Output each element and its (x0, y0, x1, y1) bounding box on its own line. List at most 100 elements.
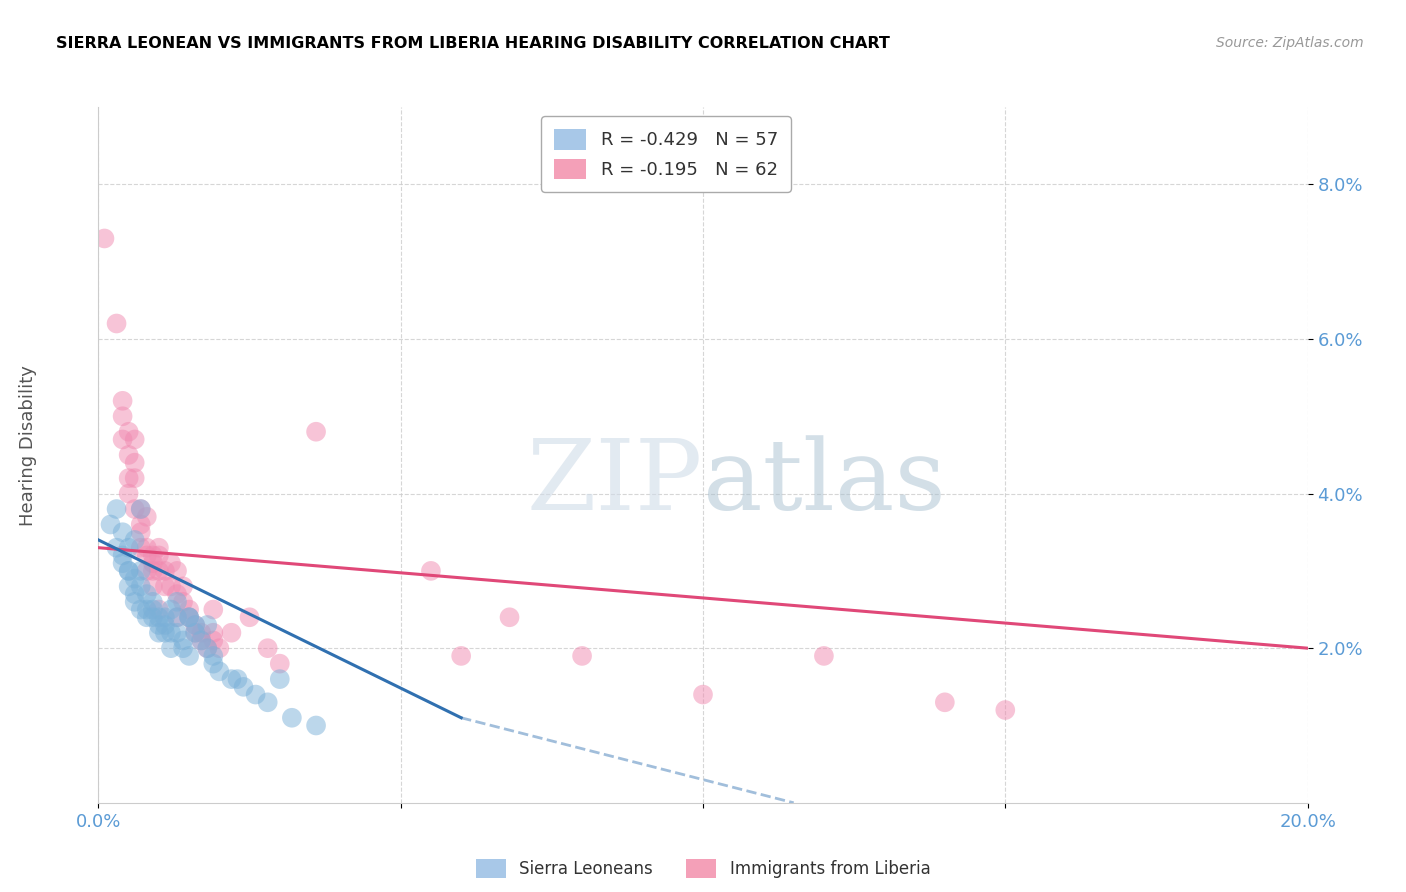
Point (160, 625, 183, 640)
Point (166, 564, 188, 578)
Text: atlas: atlas (703, 435, 946, 531)
Point (124, 587, 146, 601)
Point (111, 433, 134, 447)
Point (166, 587, 188, 601)
Point (129, 564, 152, 578)
Point (148, 602, 170, 616)
Point (135, 541, 157, 555)
Point (813, 648, 835, 663)
Point (172, 641, 194, 656)
Point (184, 618, 207, 632)
Point (153, 564, 176, 578)
Point (142, 564, 165, 578)
Point (142, 595, 165, 609)
Point (232, 680, 254, 694)
Point (142, 549, 165, 563)
Point (135, 564, 157, 578)
Point (135, 509, 157, 524)
Point (221, 672, 243, 686)
Point (177, 610, 201, 624)
Point (239, 610, 262, 624)
Point (190, 633, 212, 648)
Point (190, 633, 212, 648)
Point (118, 564, 141, 578)
Point (142, 579, 165, 593)
Point (129, 525, 152, 540)
Point (190, 625, 212, 640)
Point (184, 625, 207, 640)
Point (226, 672, 249, 686)
Point (184, 625, 207, 640)
Point (148, 564, 170, 578)
Point (124, 456, 146, 470)
Point (269, 672, 291, 686)
Point (124, 471, 146, 485)
Point (129, 579, 152, 593)
Point (135, 602, 157, 616)
Point (208, 665, 231, 679)
Point (195, 641, 218, 656)
Point (100, 517, 122, 532)
Point (118, 425, 141, 439)
Point (202, 648, 225, 663)
Point (153, 579, 176, 593)
Point (142, 610, 165, 624)
Point (419, 564, 441, 578)
Point (129, 541, 152, 555)
Point (450, 648, 472, 663)
Point (118, 564, 141, 578)
Point (172, 579, 194, 593)
Point (160, 579, 183, 593)
Point (142, 602, 165, 616)
Point (166, 610, 188, 624)
Point (129, 502, 152, 516)
Point (153, 625, 176, 640)
Point (153, 610, 176, 624)
Point (118, 448, 141, 462)
Point (148, 618, 170, 632)
Point (692, 688, 714, 702)
Point (129, 502, 152, 516)
Point (571, 648, 593, 663)
Point (148, 549, 170, 563)
Point (129, 517, 152, 532)
Point (202, 657, 225, 671)
Point (111, 556, 134, 570)
Point (93, 231, 115, 245)
Point (118, 579, 141, 593)
Point (305, 718, 328, 732)
Point (172, 633, 194, 648)
Point (148, 610, 170, 624)
Point (160, 556, 183, 570)
Point (111, 549, 134, 563)
Point (105, 502, 128, 516)
Legend: Sierra Leoneans, Immigrants from Liberia: Sierra Leoneans, Immigrants from Liberia (470, 853, 936, 885)
Point (256, 695, 278, 709)
Point (166, 595, 188, 609)
Point (172, 595, 194, 609)
Text: ZIP: ZIP (527, 435, 703, 531)
Point (177, 648, 201, 663)
Point (124, 533, 146, 547)
Text: SIERRA LEONEAN VS IMMIGRANTS FROM LIBERIA HEARING DISABILITY CORRELATION CHART: SIERRA LEONEAN VS IMMIGRANTS FROM LIBERI… (56, 36, 890, 51)
Point (111, 525, 134, 540)
Text: Source: ZipAtlas.com: Source: ZipAtlas.com (1216, 36, 1364, 50)
Point (111, 393, 134, 408)
Point (195, 641, 218, 656)
Point (202, 625, 225, 640)
Point (269, 657, 291, 671)
Point (118, 486, 141, 500)
Point (498, 610, 520, 624)
Text: Hearing Disability: Hearing Disability (20, 366, 37, 526)
Point (184, 618, 207, 632)
Point (105, 541, 128, 555)
Point (111, 409, 134, 424)
Point (202, 602, 225, 616)
Point (221, 625, 243, 640)
Point (305, 425, 328, 439)
Point (177, 602, 201, 616)
Point (135, 610, 157, 624)
Point (166, 610, 188, 624)
Point (124, 595, 146, 609)
Point (118, 471, 141, 485)
